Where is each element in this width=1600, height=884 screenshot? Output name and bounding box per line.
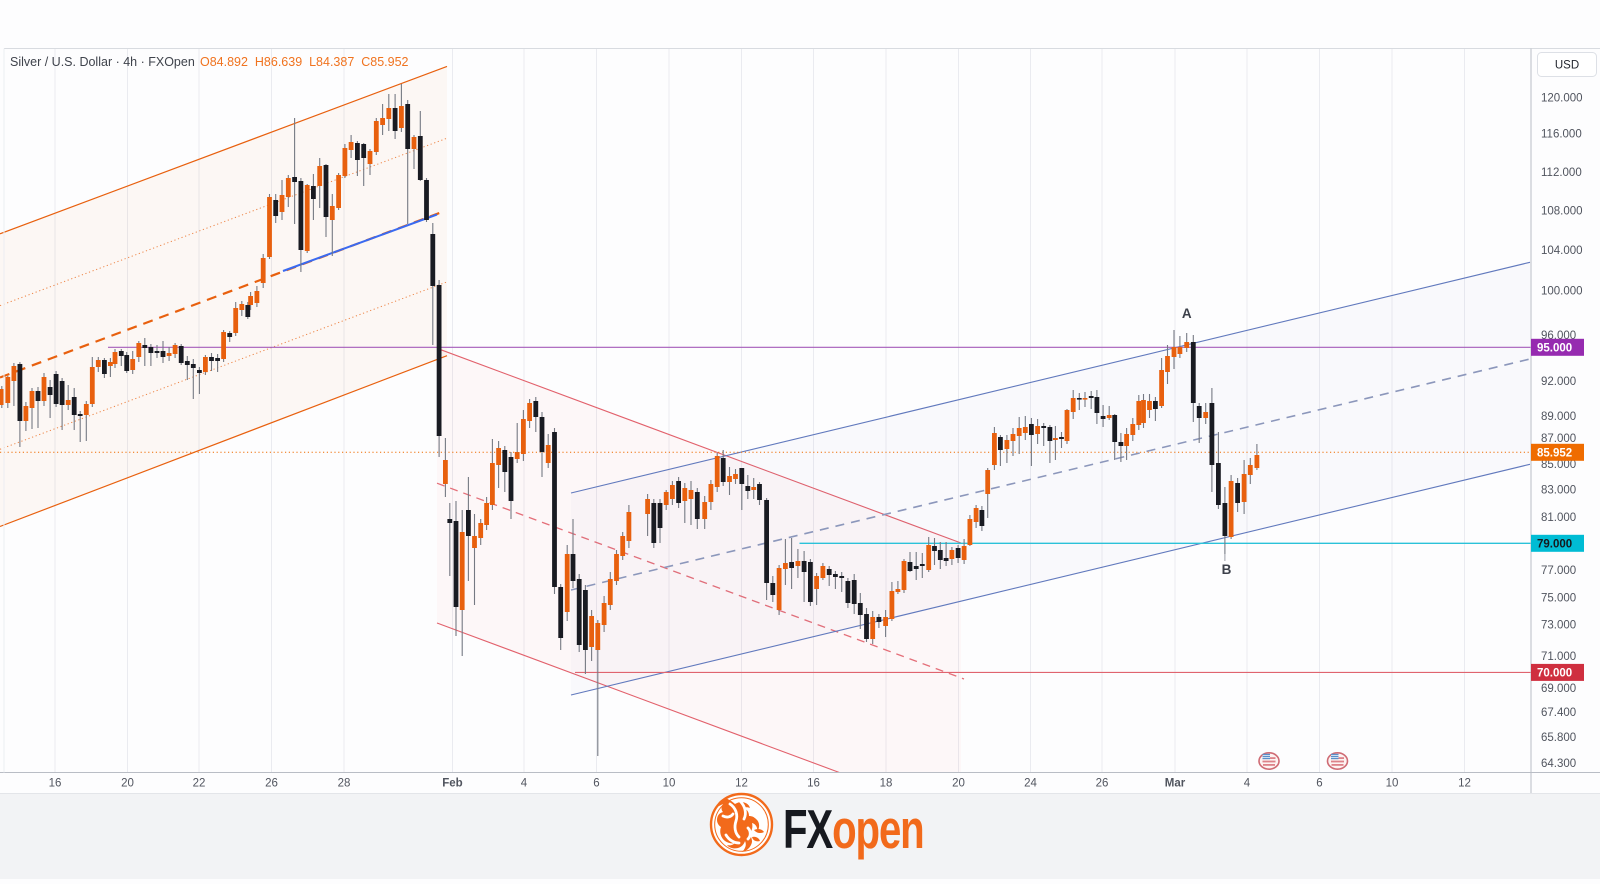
svg-text:12: 12 [1458, 778, 1471, 790]
svg-text:85.000: 85.000 [1541, 459, 1576, 471]
svg-text:6: 6 [593, 778, 599, 790]
svg-text:USD: USD [1555, 60, 1579, 72]
svg-text:10: 10 [663, 778, 676, 790]
svg-text:89.000: 89.000 [1541, 411, 1576, 423]
svg-text:4: 4 [1244, 778, 1251, 790]
svg-text:92.000: 92.000 [1541, 376, 1576, 388]
svg-text:120.000: 120.000 [1541, 93, 1583, 105]
svg-text:Silver / U.S. Dollar · 4h · FX: Silver / U.S. Dollar · 4h · FXOpen [10, 55, 195, 69]
svg-text:73.000: 73.000 [1541, 620, 1576, 632]
svg-text:71.000: 71.000 [1541, 651, 1576, 663]
svg-text:81.000: 81.000 [1541, 512, 1576, 524]
svg-text:24: 24 [1024, 778, 1037, 790]
svg-text:16: 16 [49, 778, 62, 790]
svg-text:16: 16 [807, 778, 820, 790]
svg-text:Feb: Feb [442, 778, 462, 790]
svg-text:64.300: 64.300 [1541, 758, 1576, 770]
svg-text:FXopen: FXopen [783, 799, 924, 861]
svg-text:20: 20 [952, 778, 965, 790]
svg-text:79.000: 79.000 [1537, 538, 1572, 550]
svg-text:108.000: 108.000 [1541, 205, 1583, 217]
svg-text:22: 22 [193, 778, 206, 790]
svg-text:A: A [1182, 306, 1192, 321]
svg-text:6: 6 [1316, 778, 1322, 790]
svg-text:4: 4 [521, 778, 528, 790]
svg-text:69.000: 69.000 [1541, 683, 1576, 695]
svg-text:O84.892 H86.639 L84.387 C85: O84.892 H86.639 L84.387 C85.952 [200, 55, 409, 69]
svg-text:85.952: 85.952 [1537, 447, 1572, 459]
svg-text:65.800: 65.800 [1541, 732, 1576, 744]
svg-text:20: 20 [121, 778, 134, 790]
svg-text:70.000: 70.000 [1537, 667, 1572, 679]
svg-text:75.000: 75.000 [1541, 592, 1576, 604]
svg-text:104.000: 104.000 [1541, 245, 1583, 257]
svg-text:112.000: 112.000 [1541, 167, 1582, 179]
svg-text:26: 26 [1096, 778, 1109, 790]
svg-text:18: 18 [880, 778, 893, 790]
svg-text:28: 28 [338, 778, 351, 790]
svg-text:116.000: 116.000 [1541, 129, 1582, 141]
svg-text:87.000: 87.000 [1541, 433, 1576, 445]
svg-text:77.000: 77.000 [1541, 565, 1576, 577]
svg-text:Mar: Mar [1165, 778, 1186, 790]
svg-text:83.000: 83.000 [1541, 485, 1576, 497]
svg-text:10: 10 [1386, 778, 1399, 790]
svg-text:26: 26 [265, 778, 278, 790]
svg-text:67.400: 67.400 [1541, 707, 1576, 719]
svg-text:B: B [1222, 562, 1232, 577]
svg-text:100.000: 100.000 [1541, 286, 1583, 298]
svg-text:12: 12 [735, 778, 748, 790]
svg-text:95.000: 95.000 [1537, 342, 1572, 354]
